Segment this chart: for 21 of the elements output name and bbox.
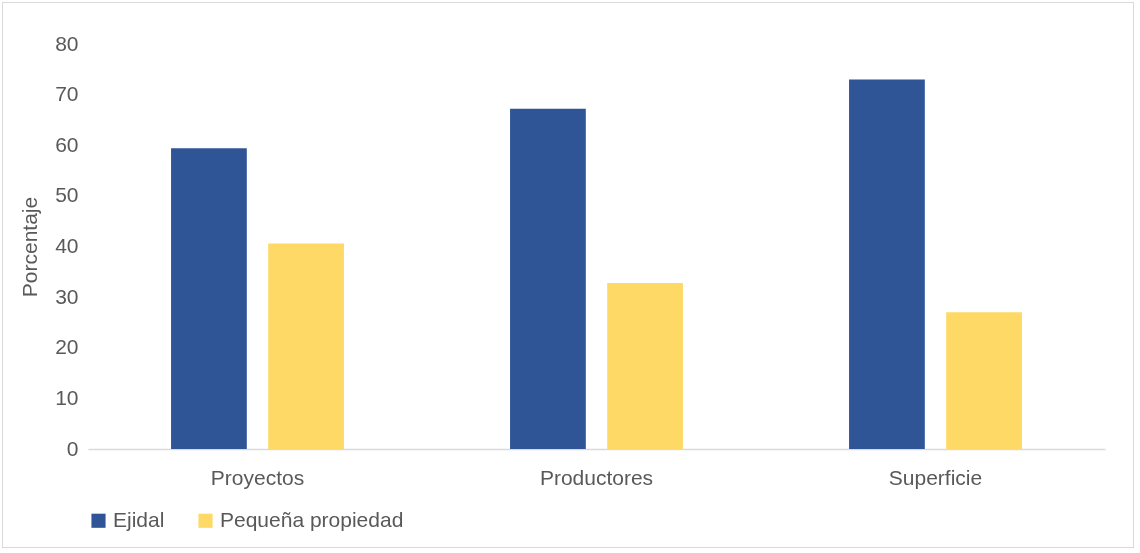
bar (510, 108, 586, 449)
x-tick-label: Proyectos (210, 465, 305, 489)
y-tick-label: 0 (66, 436, 79, 460)
y-tick-label: 40 (55, 234, 79, 257)
bar (849, 79, 925, 449)
bar (607, 282, 683, 449)
y-tick-label: 10 (55, 385, 79, 409)
legend-label: Ejidal (113, 507, 165, 531)
x-tick-label: Productores (539, 465, 654, 489)
y-axis-title: Porcentaje (18, 196, 42, 298)
y-tick-label: 50 (55, 183, 79, 207)
bar (171, 148, 247, 449)
y-tick-label: 70 (55, 82, 79, 106)
x-tick-label: Superficie (888, 465, 983, 489)
y-tick-label: 20 (55, 335, 79, 359)
legend-label: Pequeña propiedad (220, 507, 404, 531)
y-tick-label: 30 (55, 284, 79, 308)
bar (946, 312, 1022, 449)
y-tick-label: 80 (55, 31, 79, 55)
y-tick-label: 60 (55, 132, 79, 156)
bar (268, 243, 344, 449)
